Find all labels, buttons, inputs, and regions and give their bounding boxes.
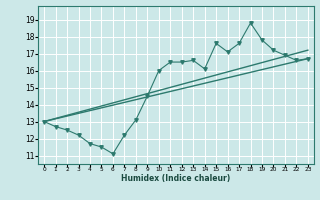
X-axis label: Humidex (Indice chaleur): Humidex (Indice chaleur) (121, 174, 231, 183)
